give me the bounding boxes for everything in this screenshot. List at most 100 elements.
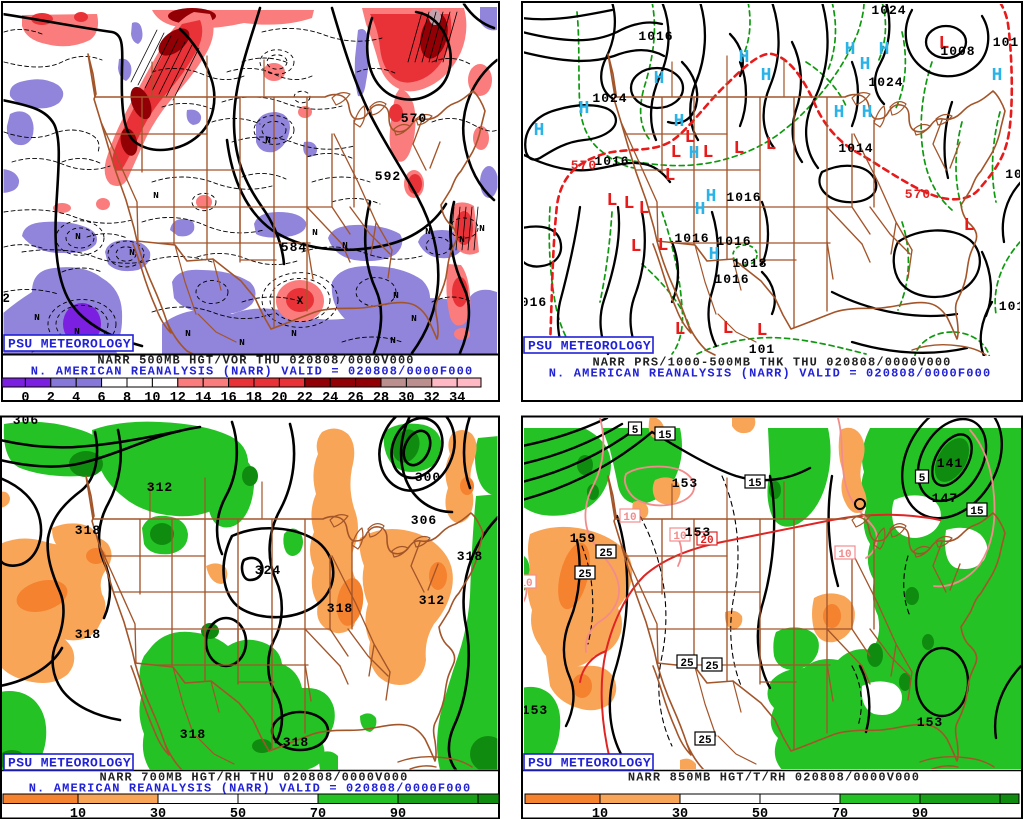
- svg-text:L: L: [685, 128, 696, 148]
- svg-text:H: H: [860, 55, 871, 75]
- svg-text:570: 570: [905, 187, 931, 202]
- svg-text:H: H: [845, 40, 856, 60]
- svg-text:1024: 1024: [868, 75, 903, 90]
- svg-text:N: N: [393, 290, 399, 301]
- svg-text:70: 70: [310, 807, 326, 819]
- svg-text:318: 318: [75, 627, 101, 642]
- svg-text:570: 570: [401, 111, 427, 126]
- svg-text:N. AMERICAN REANALYSIS (NARR): N. AMERICAN REANALYSIS (NARR) VALID = 02…: [549, 367, 992, 381]
- svg-text:N: N: [75, 231, 81, 242]
- svg-text:101: 101: [999, 299, 1024, 314]
- svg-text:318: 318: [180, 727, 206, 742]
- svg-text:312: 312: [147, 480, 173, 495]
- svg-text:1016: 1016: [716, 234, 751, 249]
- svg-text:L: L: [757, 321, 768, 341]
- svg-text:5: 5: [919, 473, 926, 485]
- svg-text:N: N: [153, 190, 159, 201]
- svg-text:16: 16: [220, 391, 236, 406]
- svg-text:N: N: [74, 326, 80, 337]
- svg-text:10: 10: [838, 549, 851, 561]
- svg-text:1016: 1016: [714, 272, 749, 287]
- svg-text:318: 318: [327, 601, 353, 616]
- svg-text:312: 312: [419, 593, 445, 608]
- svg-text:1008: 1008: [940, 44, 975, 59]
- svg-text:10: 10: [144, 391, 160, 406]
- svg-text:10: 10: [592, 807, 608, 819]
- svg-text:30: 30: [150, 807, 166, 819]
- svg-text:H: H: [534, 121, 545, 141]
- svg-text:5: 5: [632, 425, 639, 437]
- svg-text:306: 306: [13, 413, 39, 428]
- svg-text:25: 25: [680, 658, 694, 670]
- svg-text:153: 153: [685, 525, 711, 540]
- svg-text:N: N: [479, 223, 485, 234]
- svg-text:20: 20: [271, 391, 287, 406]
- svg-text:N: N: [185, 328, 191, 339]
- svg-text:25: 25: [578, 569, 592, 581]
- svg-text:N: N: [312, 227, 318, 238]
- svg-text:NARR PRS/1000-500MB THK THU 02: NARR PRS/1000-500MB THK THU 020808/0000V…: [592, 356, 951, 370]
- svg-text:147: 147: [932, 491, 958, 506]
- svg-text:141: 141: [937, 456, 963, 471]
- svg-text:1016: 1016: [726, 190, 761, 205]
- svg-text:34: 34: [449, 391, 465, 406]
- svg-text:H: H: [862, 103, 873, 123]
- svg-text:H: H: [739, 48, 750, 68]
- svg-text:30: 30: [398, 391, 414, 406]
- svg-text:L: L: [723, 319, 734, 339]
- svg-text:1024: 1024: [871, 3, 906, 18]
- svg-text:25: 25: [705, 661, 719, 673]
- svg-text:1024: 1024: [592, 91, 627, 106]
- svg-text:318: 318: [75, 523, 101, 538]
- svg-text:2: 2: [47, 391, 55, 406]
- svg-text:N: N: [390, 335, 396, 346]
- svg-text:306: 306: [411, 513, 437, 528]
- svg-text:32: 32: [424, 391, 440, 406]
- svg-text:1018: 1018: [732, 256, 767, 271]
- svg-text:50: 50: [752, 807, 768, 819]
- svg-text:L: L: [665, 166, 676, 186]
- svg-text:N: N: [291, 328, 297, 339]
- svg-text:N: N: [425, 226, 431, 237]
- svg-text:24: 24: [322, 391, 338, 406]
- svg-text:153: 153: [672, 476, 698, 491]
- svg-text:H: H: [654, 69, 665, 89]
- svg-text:H: H: [689, 144, 700, 164]
- svg-text:N. AMERICAN REANALYSIS (NARR): N. AMERICAN REANALYSIS (NARR) VALID = 02…: [29, 782, 472, 796]
- svg-text:N: N: [411, 313, 417, 324]
- svg-text:153: 153: [917, 715, 943, 730]
- svg-text:N. AMERICAN REANALYSIS (NARR): N. AMERICAN REANALYSIS (NARR) VALID = 02…: [31, 365, 474, 379]
- svg-text:H: H: [674, 112, 685, 132]
- svg-text:L: L: [766, 135, 777, 155]
- svg-text:PSU METEOROLOGY: PSU METEOROLOGY: [8, 756, 131, 771]
- svg-text:1016: 1016: [638, 29, 673, 44]
- svg-text:70: 70: [832, 807, 848, 819]
- svg-text:324: 324: [255, 563, 281, 578]
- svg-text:318: 318: [283, 735, 309, 750]
- svg-text:016: 016: [521, 295, 547, 310]
- svg-text:H: H: [834, 103, 845, 123]
- svg-text:6: 6: [98, 391, 106, 406]
- svg-text:PSU METEOROLOGY: PSU METEOROLOGY: [528, 339, 651, 354]
- svg-text:318: 318: [457, 549, 483, 564]
- svg-text:8: 8: [123, 391, 131, 406]
- svg-text:10: 10: [673, 531, 686, 543]
- svg-text:2: 2: [2, 291, 10, 306]
- svg-text:10: 10: [1005, 167, 1023, 182]
- svg-text:H: H: [709, 245, 720, 265]
- svg-text:15: 15: [970, 506, 984, 518]
- svg-text:X: X: [297, 296, 304, 308]
- svg-text:L: L: [624, 194, 635, 214]
- svg-text:15: 15: [748, 478, 762, 490]
- svg-text:25: 25: [698, 735, 712, 747]
- svg-text:L: L: [675, 320, 686, 340]
- svg-text:L: L: [964, 216, 975, 236]
- svg-text:300: 300: [415, 470, 441, 485]
- svg-text:10: 10: [70, 807, 86, 819]
- svg-text:10: 10: [623, 512, 636, 524]
- svg-text:26: 26: [347, 391, 363, 406]
- svg-text:90: 90: [390, 807, 406, 819]
- svg-text:NARR 700MB HGT/RH THU 020808/0: NARR 700MB HGT/RH THU 020808/0000V000: [100, 771, 409, 785]
- svg-text:N: N: [34, 312, 40, 323]
- svg-text:28: 28: [373, 391, 389, 406]
